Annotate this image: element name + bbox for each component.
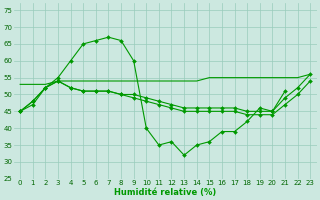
X-axis label: Humidité relative (%): Humidité relative (%) bbox=[114, 188, 216, 197]
